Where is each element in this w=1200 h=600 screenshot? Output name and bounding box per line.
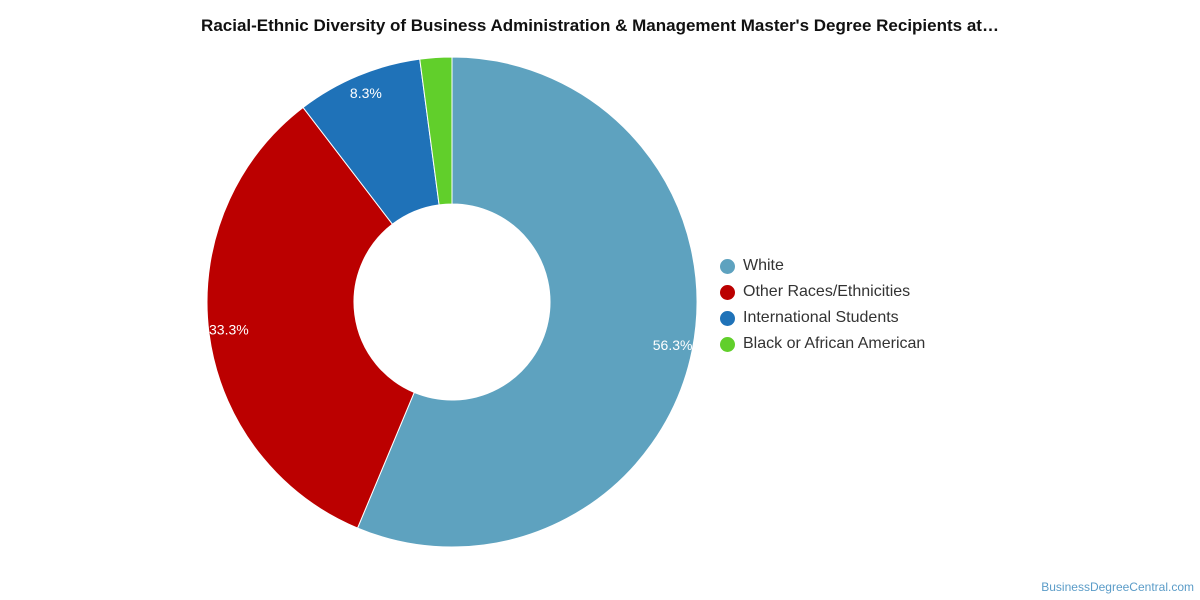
legend-item-other-races-ethnicities[interactable]: Other Races/Ethnicities <box>720 279 925 305</box>
data-label-group: 56.3% 33.3% 8.3% <box>209 85 692 353</box>
legend-swatch-icon <box>720 336 735 352</box>
legend-label: International Students <box>743 309 899 326</box>
legend-item-black-or-african-american[interactable]: Black or African American <box>720 331 925 357</box>
legend-label: Black or African American <box>743 335 926 352</box>
slice-black-or-african-american <box>419 56 453 206</box>
legend-item-white[interactable]: White <box>720 253 925 279</box>
data-label-other-races-ethnicities: 33.3% <box>209 322 249 338</box>
legend-item-international-students[interactable]: International Students <box>720 305 925 331</box>
legend-swatch-icon <box>720 310 735 326</box>
slice-group <box>206 56 698 548</box>
legend: White Other Races/Ethnicities Internationa… <box>720 253 925 357</box>
watermark: BusinessDegreeCentral.com <box>1041 580 1194 594</box>
chart-title: Racial-Ethnic Diversity of Business Admi… <box>201 16 999 35</box>
legend-label: White <box>743 257 784 274</box>
legend-swatch-icon <box>720 258 735 274</box>
data-label-international-students: 8.3% <box>350 85 382 101</box>
data-label-white: 56.3% <box>653 337 693 353</box>
slice-white <box>356 56 698 548</box>
slice-other-races-ethnicities <box>206 106 415 529</box>
legend-swatch-icon <box>720 284 735 300</box>
legend-label: Other Races/Ethnicities <box>743 283 911 300</box>
